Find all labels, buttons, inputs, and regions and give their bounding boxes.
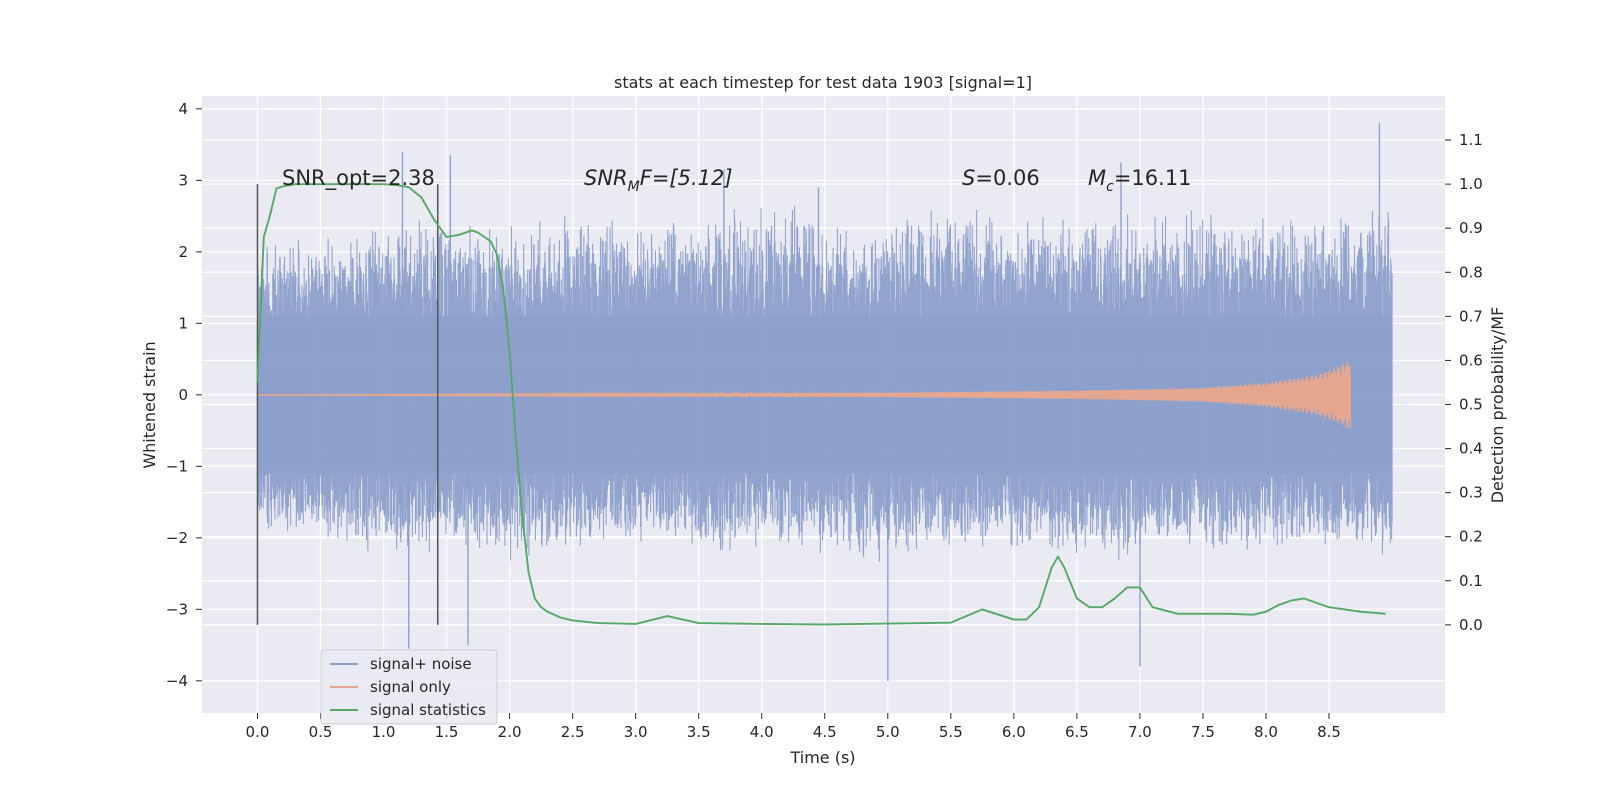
annotation-snr-mf-sub: M bbox=[628, 179, 640, 195]
y-right-tick-label-3: 0.3 bbox=[1459, 484, 1483, 502]
series-signal-statistics bbox=[256, 183, 1386, 626]
x-tick-label-7: 3.5 bbox=[687, 723, 711, 741]
annotation-s-value: S=0.06 bbox=[962, 166, 1040, 190]
y-right-tick-label-0: 0.0 bbox=[1459, 616, 1483, 634]
y-right-tick-label-6: 0.6 bbox=[1459, 351, 1483, 369]
x-tick-label-16: 8.0 bbox=[1254, 723, 1278, 741]
annotation-snr-mf-base: SNR bbox=[584, 166, 628, 190]
x-tick-label-5: 2.5 bbox=[561, 723, 585, 741]
vertical-lines bbox=[256, 184, 439, 625]
y-left-tick-label-7: 3 bbox=[178, 171, 188, 189]
y-right-tick-label-10: 1.0 bbox=[1459, 175, 1483, 193]
annotation-mc-tail: =16.11 bbox=[1114, 166, 1192, 190]
annotation-mc-sub: c bbox=[1106, 179, 1114, 195]
y-right-tick-label-8: 0.8 bbox=[1459, 263, 1483, 281]
y-left-tick-label-0: −4 bbox=[166, 672, 188, 690]
y-axis-right-title: Detection probability/MF bbox=[1488, 307, 1507, 504]
y-left-tick-label-4: 0 bbox=[178, 386, 188, 404]
legend: signal+ noise signal only signal statist… bbox=[320, 649, 498, 725]
y-right-tick-label-5: 0.5 bbox=[1459, 396, 1483, 414]
chart-title: stats at each timestep for test data 190… bbox=[614, 73, 1032, 92]
x-tick-label-2: 1.0 bbox=[372, 723, 396, 741]
annotations: SNR_opt=2.38 SNRMF=[5.12] S=0.06 Mc=16.1… bbox=[282, 166, 1192, 195]
x-tick-label-12: 6.0 bbox=[1002, 723, 1026, 741]
series-signal-only bbox=[257, 361, 1352, 429]
legend-box bbox=[320, 649, 498, 725]
annotation-s-tail: =0.06 bbox=[975, 166, 1039, 190]
x-tick-label-8: 4.0 bbox=[750, 723, 774, 741]
x-tick-label-13: 6.5 bbox=[1065, 723, 1089, 741]
annotation-snr-mf: SNRMF=[5.12] bbox=[584, 166, 733, 195]
annotation-snr-mf-tail: F=[5.12] bbox=[640, 166, 733, 190]
y-axis-left-title: Whitened strain bbox=[140, 341, 159, 468]
x-tick-label-6: 3.0 bbox=[624, 723, 648, 741]
annotation-s-base: S bbox=[962, 166, 975, 190]
legend-label-signal-only: signal only bbox=[370, 678, 451, 696]
annotation-snr-opt: SNR_opt=2.38 bbox=[282, 166, 435, 191]
annotation-mc-value: Mc=16.11 bbox=[1088, 166, 1192, 195]
y-right-tick-label-2: 0.2 bbox=[1459, 528, 1483, 546]
x-tick-label-9: 4.5 bbox=[813, 723, 837, 741]
x-tick-label-0: 0.0 bbox=[246, 723, 270, 741]
x-tick-label-3: 1.5 bbox=[435, 723, 459, 741]
x-tick-label-11: 5.5 bbox=[939, 723, 963, 741]
x-tick-label-1: 0.5 bbox=[309, 723, 333, 741]
x-axis-ticks: 0.0 0.5 1.0 1.5 2.0 2.5 3.0 3.5 4.0 4.5 5.0 5.5 6.0 6… bbox=[246, 713, 1341, 741]
y-right-tick-label-11: 1.1 bbox=[1459, 131, 1483, 149]
annotation-mc-base: M bbox=[1088, 166, 1106, 190]
y-left-tick-label-1: −3 bbox=[166, 600, 188, 618]
y-right-tick-label-7: 0.7 bbox=[1459, 307, 1483, 325]
y-axis-right-ticks: 0.0 0.1 0.2 0.3 0.4 0.5 0.6 0.7 0.8 0.9 1.0 1.1 bbox=[1445, 131, 1483, 634]
x-tick-label-14: 7.0 bbox=[1128, 723, 1152, 741]
x-tick-label-17: 8.5 bbox=[1317, 723, 1341, 741]
y-right-tick-label-9: 0.9 bbox=[1459, 219, 1483, 237]
x-tick-label-15: 7.5 bbox=[1191, 723, 1215, 741]
signal-statistics-line bbox=[256, 183, 1386, 626]
y-right-tick-label-1: 0.1 bbox=[1459, 572, 1483, 590]
y-axis-left-ticks: −4 −3 −2 −1 0 1 2 3 4 bbox=[166, 100, 202, 690]
y-left-tick-label-6: 2 bbox=[178, 243, 188, 261]
x-tick-label-10: 5.0 bbox=[876, 723, 900, 741]
y-right-tick-label-4: 0.4 bbox=[1459, 440, 1483, 458]
legend-label-statistics: signal statistics bbox=[370, 701, 486, 719]
y-left-tick-label-3: −1 bbox=[166, 457, 188, 475]
y-left-tick-label-8: 4 bbox=[178, 100, 188, 118]
y-left-tick-label-2: −2 bbox=[166, 529, 188, 547]
x-axis-title: Time (s) bbox=[789, 748, 855, 767]
legend-label-noise: signal+ noise bbox=[370, 655, 472, 673]
x-tick-label-4: 2.0 bbox=[498, 723, 522, 741]
y-left-tick-label-5: 1 bbox=[178, 314, 188, 332]
